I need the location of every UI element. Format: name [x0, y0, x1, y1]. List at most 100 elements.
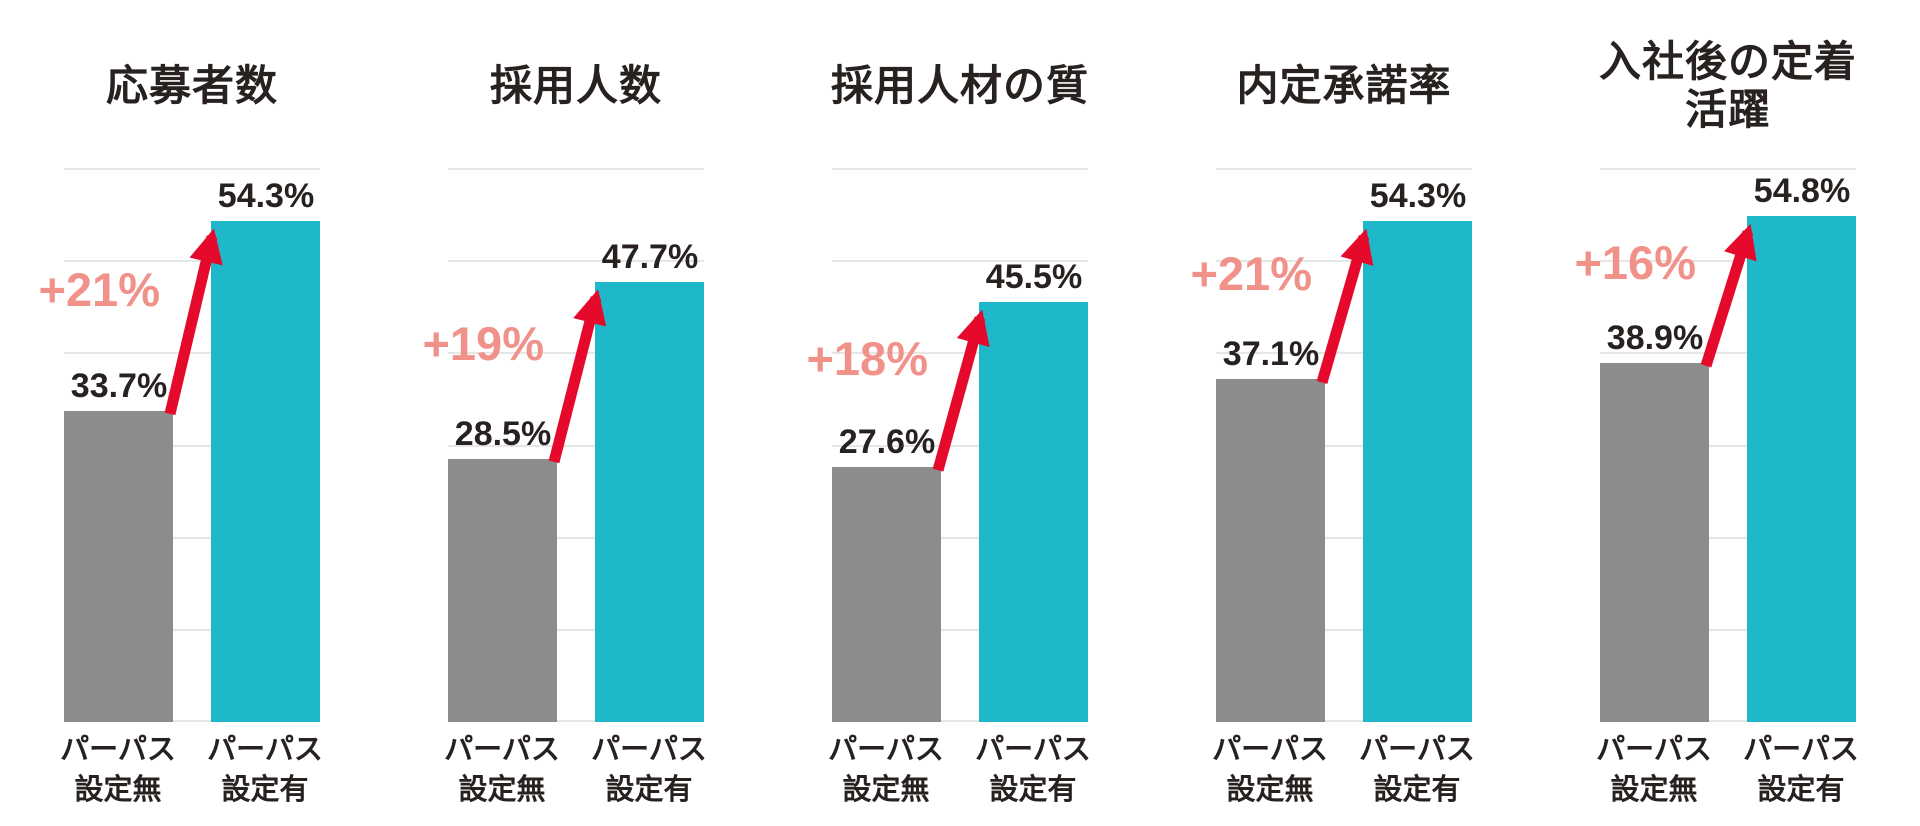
chart-applicant-count: 応募者数 33.7% 54.3% +21%	[0, 0, 384, 826]
x-label-line1: パーパス	[1359, 734, 1475, 766]
plot-area: 28.5% 47.7% +19%	[422, 168, 704, 722]
gridline-10	[832, 629, 1088, 631]
increase-arrow-icon	[1700, 223, 1757, 368]
chart-hire-quality: 採用人材の質 27.6% 45.5% +18%	[768, 0, 1152, 826]
increase-arrow-icon	[164, 228, 223, 416]
chart-title-line1: 採用人数	[489, 62, 662, 109]
chart-title-line1: 内定承諾率	[1236, 62, 1452, 109]
x-label-line2: 設定無	[458, 774, 546, 806]
x-label-without-purpose: パーパス 設定無	[427, 730, 577, 810]
gridline-40	[1600, 352, 1856, 354]
gridline-40	[448, 352, 704, 354]
delta-label: +21%	[1190, 247, 1312, 301]
chart-title: 採用人材の質	[768, 28, 1152, 144]
chart-title-line1: 応募者数	[105, 62, 278, 109]
value-label-without: 33.7%	[70, 366, 168, 405]
delta-label: +21%	[38, 262, 160, 316]
bar-with-purpose	[1747, 216, 1856, 722]
bar-with-purpose	[1363, 220, 1472, 722]
value-label-without: 38.9%	[1606, 318, 1704, 357]
x-label-line2: 設定無	[842, 774, 930, 806]
value-label-without: 28.5%	[454, 414, 552, 453]
gridline-50	[448, 260, 704, 262]
gridline-60	[1600, 168, 1856, 170]
value-label-without: 27.6%	[838, 423, 936, 462]
plot-area: 38.9% 54.8% +16%	[1574, 168, 1856, 722]
x-label-without-purpose: パーパス 設定無	[811, 730, 961, 810]
gridline-30	[1216, 445, 1472, 447]
chart-title-line1: 入社後の定着	[1598, 38, 1857, 85]
x-label-without-purpose: パーパス 設定無	[1195, 730, 1345, 810]
value-label-with: 54.3%	[217, 176, 315, 215]
x-label-line2: 設定有	[1373, 774, 1461, 806]
x-label-line1: パーパス	[444, 734, 560, 766]
delta-label: +16%	[1574, 236, 1696, 290]
chart-title: 内定承諾率	[1152, 28, 1536, 144]
bar-without-purpose	[1216, 379, 1325, 722]
plot-area: 27.6% 45.5% +18%	[806, 168, 1088, 722]
gridline-10	[64, 629, 320, 631]
gridline-10	[448, 629, 704, 631]
value-label-with: 54.8%	[1753, 172, 1851, 211]
gridline-60	[1216, 168, 1472, 170]
gridline-60	[832, 168, 1088, 170]
x-label-line1: パーパス	[1743, 734, 1859, 766]
x-label-line2: 設定無	[1226, 774, 1314, 806]
gridline-10	[1600, 629, 1856, 631]
bar-with-purpose	[211, 220, 320, 722]
gridline-0	[64, 720, 320, 722]
value-label-without: 37.1%	[1222, 335, 1320, 374]
x-label-line1: パーパス	[975, 734, 1091, 766]
x-axis-labels: パーパス 設定無 パーパス 設定有	[1536, 730, 1920, 820]
gridline-40	[64, 352, 320, 354]
x-label-line2: 設定無	[74, 774, 162, 806]
x-label-line2: 設定有	[1757, 774, 1845, 806]
gridline-40	[1216, 352, 1472, 354]
x-axis-labels: パーパス 設定無 パーパス 設定有	[384, 730, 768, 820]
x-axis-labels: パーパス 設定無 パーパス 設定有	[768, 730, 1152, 820]
gridline-50	[832, 260, 1088, 262]
value-label-with: 54.3%	[1369, 176, 1467, 215]
x-label-line1: パーパス	[828, 734, 944, 766]
x-label-without-purpose: パーパス 設定無	[1579, 730, 1729, 810]
chart-hire-count: 採用人数 28.5% 47.7% +19%	[384, 0, 768, 826]
chart-title: 応募者数	[0, 28, 384, 144]
x-label-line1: パーパス	[591, 734, 707, 766]
increase-arrow-icon	[1316, 228, 1374, 384]
x-label-line1: パーパス	[1596, 734, 1712, 766]
x-label-line2: 設定有	[989, 774, 1077, 806]
gridline-30	[64, 445, 320, 447]
delta-label: +19%	[422, 317, 544, 371]
x-label-with-purpose: パーパス 設定有	[1726, 730, 1876, 810]
chart-title-line1: 採用人材の質	[830, 62, 1089, 109]
x-label-line1: パーパス	[207, 734, 323, 766]
gridline-10	[1216, 629, 1472, 631]
x-label-with-purpose: パーパス 設定有	[574, 730, 724, 810]
gridline-30	[1600, 445, 1856, 447]
chart-title: 入社後の定着 活躍	[1536, 28, 1920, 144]
increase-arrow-icon	[548, 289, 607, 464]
plot-area: 37.1% 54.3% +21%	[1190, 168, 1472, 722]
bar-without-purpose	[448, 458, 557, 722]
gridline-60	[448, 168, 704, 170]
gridline-0	[1216, 720, 1472, 722]
x-axis-labels: パーパス 設定無 パーパス 設定有	[1152, 730, 1536, 820]
delta-label: +18%	[806, 331, 928, 385]
x-label-line2: 設定有	[221, 774, 309, 806]
x-label-without-purpose: パーパス 設定無	[43, 730, 193, 810]
gridline-0	[1600, 720, 1856, 722]
bar-without-purpose	[832, 467, 941, 722]
bar-with-purpose	[595, 281, 704, 722]
x-label-line2: 設定有	[605, 774, 693, 806]
increase-arrow-icon	[932, 309, 990, 472]
bar-without-purpose	[64, 410, 173, 722]
chart-title: 採用人数	[384, 28, 768, 144]
bar-with-purpose	[979, 301, 1088, 722]
x-axis-labels: パーパス 設定無 パーパス 設定有	[0, 730, 384, 820]
gridline-20	[448, 537, 704, 539]
x-label-with-purpose: パーパス 設定有	[1342, 730, 1492, 810]
gridline-0	[448, 720, 704, 722]
chart-retention-performance: 入社後の定着 活躍 38.9% 54.8% +16%	[1536, 0, 1920, 826]
gridline-20	[64, 537, 320, 539]
